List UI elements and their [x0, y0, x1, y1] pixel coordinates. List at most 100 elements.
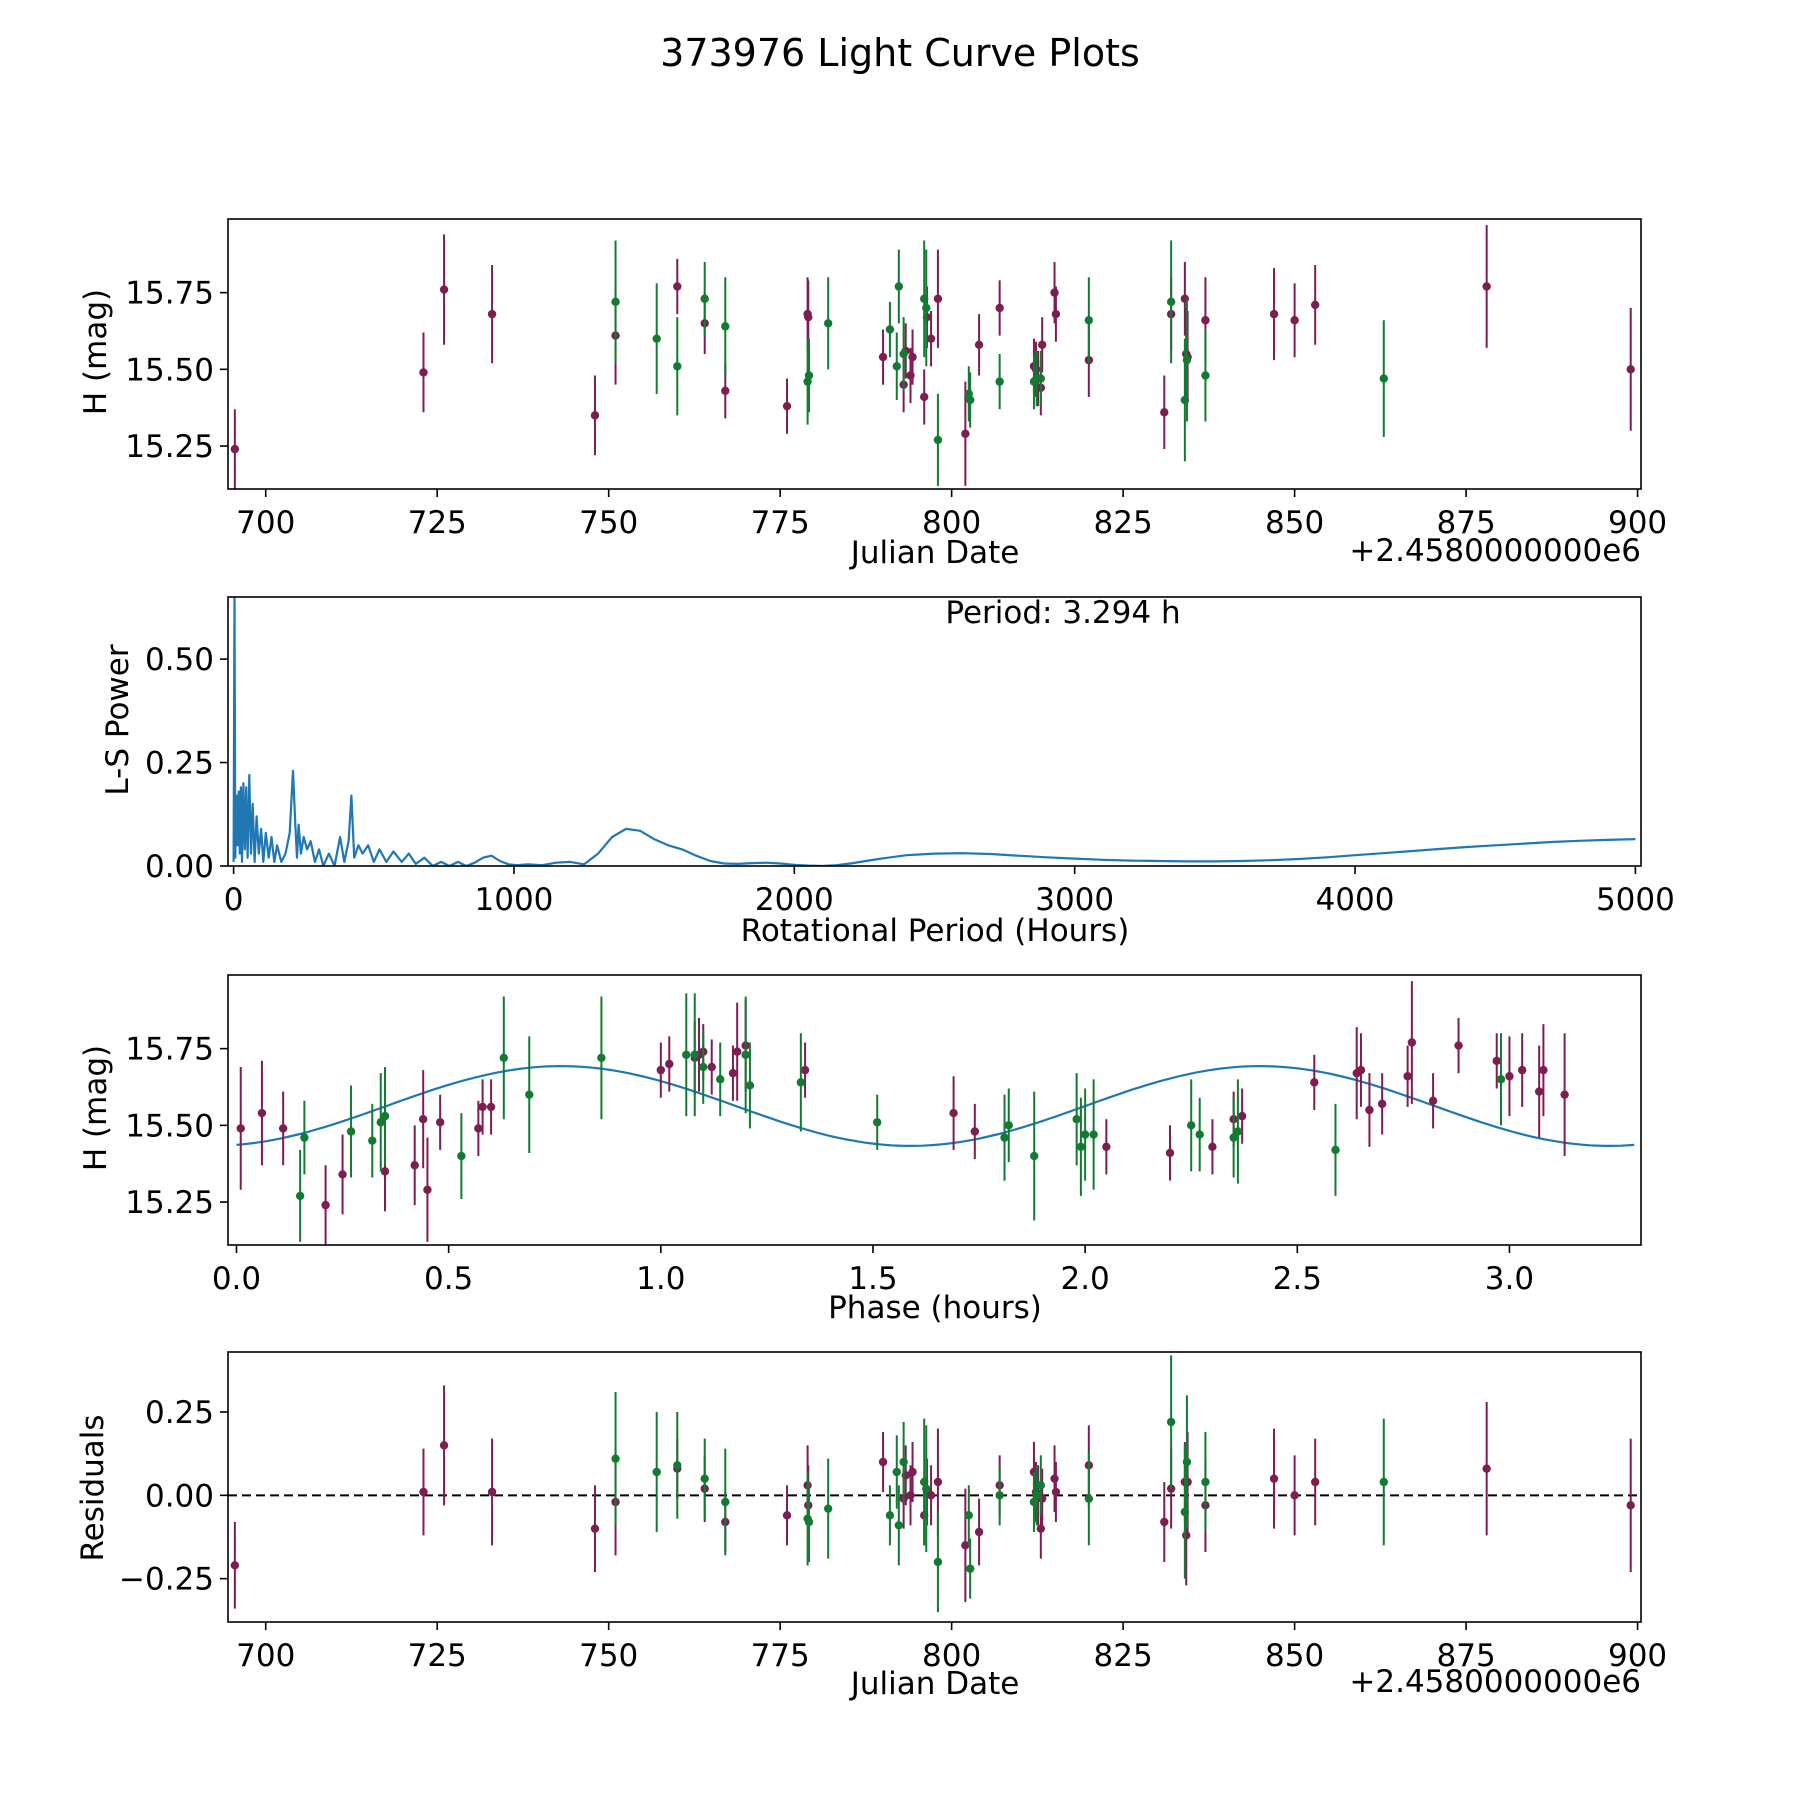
green-data-point [804, 1517, 814, 1527]
purple-data-point [707, 1062, 716, 1072]
y-tick-label: 15.50 [125, 352, 214, 388]
purple-data-point [665, 1059, 674, 1069]
residuals-ylabel: Residuals [75, 1414, 111, 1561]
purple-data-point [1377, 1099, 1387, 1109]
green-data-point [823, 319, 833, 328]
x-tick-label: 775 [751, 1638, 810, 1674]
x-tick-label: 825 [1094, 1638, 1153, 1674]
residuals-panel: Residuals Julian Date +2.4580000000e6 70… [75, 1351, 1667, 1702]
periodogram-plot-area [232, 597, 1636, 866]
green-data-point [892, 1467, 901, 1477]
green-data-point [1166, 1417, 1176, 1427]
green-data-point [1080, 1130, 1090, 1139]
x-tick-label: 725 [408, 505, 467, 541]
green-data-point [699, 1062, 708, 1072]
green-data-point [1201, 371, 1210, 380]
green-data-point [823, 1504, 833, 1513]
purple-data-point [920, 392, 929, 402]
green-data-point [1166, 297, 1176, 307]
purple-data-point [435, 1118, 445, 1127]
purple-data-point [1356, 1065, 1366, 1075]
purple-data-point [1160, 1517, 1169, 1527]
green-data-point [1000, 1133, 1009, 1142]
green-data-point [1072, 1115, 1081, 1124]
purple-data-point [926, 1491, 936, 1500]
green-data-point [1089, 1130, 1098, 1139]
purple-data-point [656, 1065, 666, 1075]
green-data-point [1030, 1151, 1039, 1161]
purple-data-point [1365, 1105, 1374, 1115]
green-data-point [804, 371, 814, 380]
green-data-point [368, 1136, 377, 1145]
periodogram-power-line [232, 597, 1636, 866]
green-data-point [885, 1511, 895, 1520]
y-tick-label: 0.25 [145, 1395, 214, 1431]
x-tick-label: 0 [224, 882, 244, 918]
purple-data-point [1560, 1090, 1569, 1099]
green-data-point [1201, 1477, 1210, 1487]
y-tick-label: −0.25 [119, 1562, 214, 1598]
green-data-point [300, 1133, 309, 1142]
purple-data-point [1539, 1065, 1548, 1075]
purple-data-point [721, 386, 730, 396]
green-data-point [1036, 374, 1046, 383]
x-tick-label: 850 [1265, 505, 1324, 541]
purple-data-point [338, 1170, 347, 1179]
periodogram-panel: L-S Power Rotational Period (Hours) Peri… [100, 595, 1675, 949]
green-data-point [611, 1454, 620, 1463]
green-data-point [965, 1564, 975, 1573]
green-data-point [892, 362, 901, 371]
purple-data-point [590, 411, 600, 420]
x-tick-label: 850 [1265, 1638, 1324, 1674]
periodogram-xlabel: Rotational Period (Hours) [741, 913, 1130, 949]
x-tick-label: 0.5 [424, 1261, 473, 1297]
purple-data-point [478, 1102, 487, 1112]
purple-data-point [487, 1487, 497, 1497]
purple-data-point [908, 1467, 917, 1477]
x-tick-label: 2.0 [1060, 1261, 1109, 1297]
lightcurve-axes-frame [227, 218, 1642, 490]
y-tick-label: 15.75 [125, 276, 214, 312]
purple-data-point [1310, 1078, 1319, 1087]
purple-data-point [1036, 1524, 1046, 1533]
green-data-point [700, 1474, 709, 1483]
green-data-point [1187, 1121, 1196, 1130]
green-data-point [1076, 1142, 1086, 1152]
x-tick-label: 800 [922, 505, 981, 541]
phased-plot-area [236, 981, 1635, 1245]
green-data-point [745, 1081, 755, 1090]
x-tick-label: 750 [579, 505, 638, 541]
purple-data-point [1050, 288, 1059, 297]
purple-data-point [970, 1127, 980, 1136]
green-data-point [673, 362, 682, 371]
purple-data-point [804, 312, 813, 322]
purple-data-point [439, 285, 449, 294]
purple-data-point [278, 1124, 288, 1133]
purple-data-point [995, 303, 1004, 313]
y-tick-label: 15.50 [125, 1108, 214, 1144]
purple-data-point [1269, 1474, 1279, 1483]
purple-data-point [1310, 300, 1320, 310]
purple-data-point [423, 1185, 432, 1194]
green-data-point [899, 349, 908, 359]
purple-data-point [974, 340, 984, 349]
fit-curve-line [236, 1064, 1635, 1148]
green-data-point [964, 1511, 973, 1520]
green-data-point [1036, 1481, 1046, 1490]
lightcurve-plot-area [230, 225, 1635, 489]
x-tick-label: 875 [1437, 1638, 1496, 1674]
x-tick-label: 875 [1437, 505, 1496, 541]
green-data-point [652, 1467, 661, 1477]
green-data-point [922, 1484, 931, 1493]
purple-data-point [1269, 309, 1279, 319]
green-data-point [673, 1461, 682, 1470]
purple-data-point [418, 1115, 428, 1124]
green-data-point [922, 303, 931, 313]
y-tick-label: 15.75 [125, 1032, 214, 1068]
purple-data-point [1310, 1477, 1320, 1487]
y-tick-label: 15.25 [125, 429, 214, 465]
green-data-point [652, 334, 661, 343]
purple-data-point [1201, 316, 1210, 325]
x-tick-label: 2000 [755, 882, 834, 918]
